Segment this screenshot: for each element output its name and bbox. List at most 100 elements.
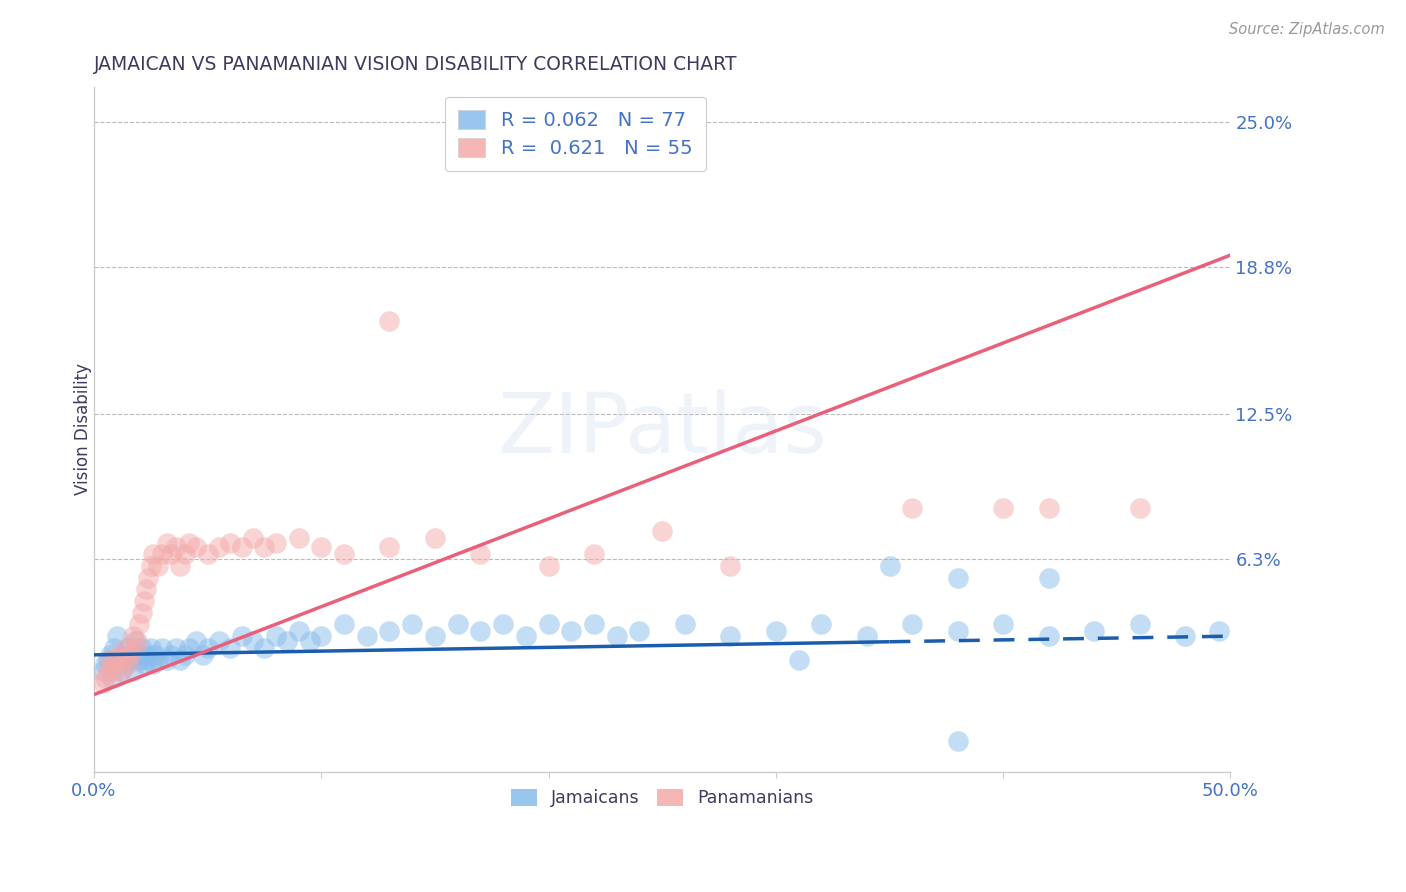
- Point: [128, 617, 150, 632]
- Point: [112, 652, 135, 666]
- Point: [103, 664, 125, 678]
- Text: ZIPatlas: ZIPatlas: [498, 389, 827, 470]
- Point: [108, 652, 131, 666]
- Point: [470, 547, 492, 561]
- Point: [991, 617, 1014, 632]
- Point: [135, 582, 157, 597]
- Point: [309, 629, 332, 643]
- Point: [169, 652, 191, 666]
- Point: [231, 541, 253, 555]
- Point: [298, 633, 321, 648]
- Point: [101, 671, 124, 685]
- Point: [492, 617, 515, 632]
- Point: [173, 547, 195, 561]
- Point: [423, 531, 446, 545]
- Point: [765, 624, 787, 639]
- Point: [132, 657, 155, 672]
- Point: [423, 629, 446, 643]
- Point: [103, 640, 125, 655]
- Point: [333, 617, 356, 632]
- Point: [186, 633, 208, 648]
- Point: [98, 648, 121, 662]
- Point: [94, 657, 117, 672]
- Point: [127, 633, 149, 648]
- Point: [946, 624, 969, 639]
- Point: [117, 657, 139, 672]
- Point: [287, 624, 309, 639]
- Point: [131, 606, 153, 620]
- Point: [150, 640, 173, 655]
- Point: [1174, 629, 1197, 643]
- Point: [1083, 624, 1105, 639]
- Point: [287, 531, 309, 545]
- Point: [121, 664, 143, 678]
- Point: [91, 676, 114, 690]
- Point: [197, 547, 219, 561]
- Point: [150, 547, 173, 561]
- Point: [117, 640, 139, 655]
- Point: [946, 734, 969, 748]
- Point: [231, 629, 253, 643]
- Point: [787, 652, 810, 666]
- Point: [173, 648, 195, 662]
- Point: [142, 657, 165, 672]
- Point: [242, 531, 264, 545]
- Point: [186, 541, 208, 555]
- Point: [105, 657, 128, 672]
- Point: [208, 633, 231, 648]
- Point: [901, 617, 924, 632]
- Point: [121, 629, 143, 643]
- Point: [169, 559, 191, 574]
- Point: [1038, 500, 1060, 515]
- Point: [91, 664, 114, 678]
- Point: [112, 648, 135, 662]
- Point: [560, 624, 582, 639]
- Text: Source: ZipAtlas.com: Source: ZipAtlas.com: [1229, 22, 1385, 37]
- Point: [356, 629, 378, 643]
- Point: [208, 541, 231, 555]
- Point: [810, 617, 832, 632]
- Point: [142, 547, 165, 561]
- Point: [94, 671, 117, 685]
- Point: [160, 547, 183, 561]
- Point: [582, 547, 605, 561]
- Point: [515, 629, 537, 643]
- Point: [1128, 617, 1150, 632]
- Point: [165, 541, 187, 555]
- Point: [901, 500, 924, 515]
- Point: [120, 648, 142, 662]
- Point: [165, 640, 187, 655]
- Point: [673, 617, 696, 632]
- Point: [651, 138, 673, 153]
- Point: [264, 629, 287, 643]
- Point: [197, 640, 219, 655]
- Point: [537, 617, 560, 632]
- Point: [253, 640, 276, 655]
- Y-axis label: Vision Disability: Vision Disability: [75, 363, 91, 495]
- Point: [127, 648, 149, 662]
- Point: [132, 594, 155, 608]
- Point: [110, 664, 132, 678]
- Point: [470, 624, 492, 639]
- Point: [378, 541, 401, 555]
- Point: [124, 640, 146, 655]
- Point: [651, 524, 673, 538]
- Point: [309, 541, 332, 555]
- Point: [628, 624, 651, 639]
- Point: [333, 547, 356, 561]
- Point: [108, 648, 131, 662]
- Point: [242, 633, 264, 648]
- Point: [138, 571, 160, 585]
- Point: [179, 640, 201, 655]
- Point: [946, 571, 969, 585]
- Point: [146, 559, 169, 574]
- Point: [143, 648, 166, 662]
- Point: [1128, 500, 1150, 515]
- Point: [264, 535, 287, 549]
- Point: [276, 633, 298, 648]
- Point: [114, 657, 136, 672]
- Point: [219, 535, 242, 549]
- Point: [718, 629, 741, 643]
- Point: [991, 500, 1014, 515]
- Point: [156, 652, 179, 666]
